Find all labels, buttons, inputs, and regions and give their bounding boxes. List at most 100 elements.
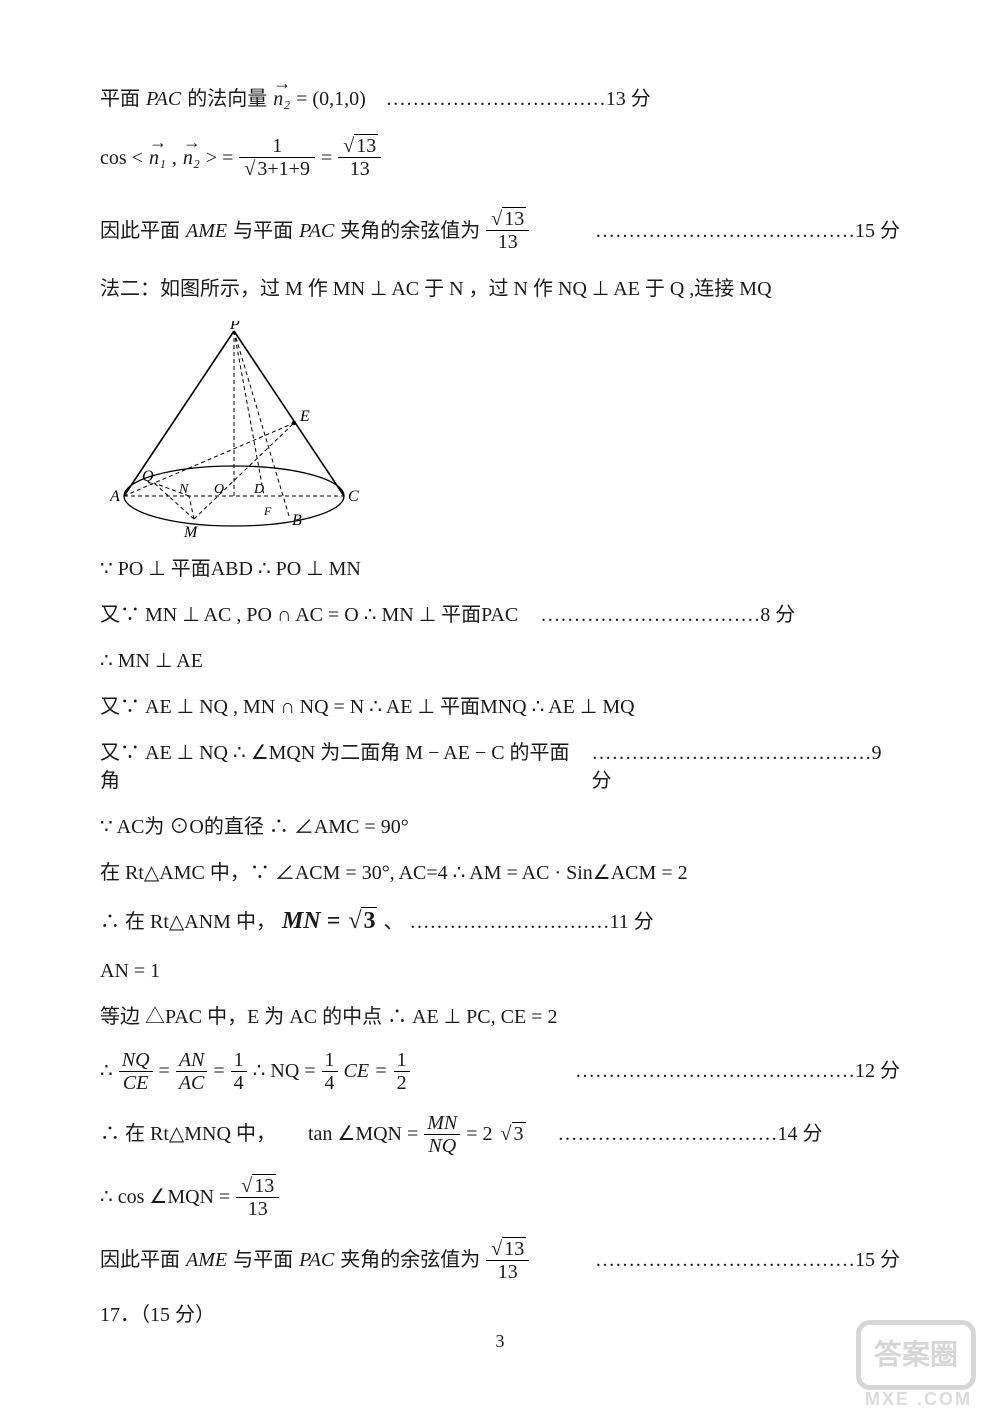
num: MN	[424, 1112, 460, 1135]
line-15: ∴ NQCE = ANAC = 14 ∴ NQ = 14 CE = 12 …………	[100, 1049, 900, 1094]
text: ∴ cos ∠MQN =	[100, 1183, 230, 1211]
sym-ame: AME	[186, 217, 227, 245]
rad: 13	[502, 1237, 526, 1260]
page-number: 3	[0, 1329, 1000, 1354]
rad: 13	[354, 134, 378, 157]
line-13: AN = 1	[100, 957, 900, 985]
num: 13	[486, 1238, 529, 1261]
line-12: ∴ 在 Rt△ANM 中， MN = 3 、 …………………………11 分	[100, 905, 900, 939]
den: 13	[338, 158, 381, 180]
text: =	[213, 1057, 224, 1085]
score-9: ……………………………………9 分	[591, 739, 900, 795]
sym-pac2: PAC	[299, 217, 334, 245]
line-18: 因此平面 AME 与平面 PAC 夹角的余弦值为 1313 ……………………………	[100, 1238, 900, 1283]
text: 又∵ MN ⊥ AC , PO ∩ AC = O ∴ MN ⊥ 平面PAC	[100, 601, 518, 629]
mn-bold: MN =	[282, 905, 340, 939]
vec-n1: n₁	[149, 144, 166, 172]
line-16: ∴ 在 Rt△MNQ 中， tan ∠MQN = MNNQ = 2 3 ……………	[100, 1112, 900, 1157]
text: 因此平面	[100, 217, 180, 245]
den: 4	[231, 1072, 247, 1094]
frac-1: 1 3+1+9	[239, 135, 315, 180]
den: CE	[119, 1072, 153, 1094]
text: tan ∠MQN =	[308, 1120, 418, 1148]
text: = 2	[466, 1120, 492, 1148]
label-A: A	[109, 488, 120, 505]
text: = (0,1,0)	[296, 85, 366, 113]
text: ∴ 在 Rt△ANM 中，	[100, 908, 276, 936]
text: =	[159, 1057, 170, 1085]
den: AC	[176, 1072, 208, 1094]
page: 平面 PAC 的法向量 n₂ = (0,1,0) ……………………………13 分…	[0, 0, 1000, 1414]
line-14: 等边 △PAC 中，E 为 AC 的中点 ∴ AE ⊥ PC, CE = 2	[100, 1003, 900, 1031]
label-P: P	[229, 321, 240, 333]
num: 13	[236, 1175, 279, 1198]
line-10: ∵ AC为 ⊙O的直径 ∴ ∠AMC = 90°	[100, 813, 900, 841]
vec-n2b: n₂	[183, 144, 200, 172]
text: 夹角的余弦值为	[340, 1246, 480, 1274]
rad3: 3	[361, 907, 377, 934]
label-F: F	[263, 504, 272, 518]
den: NQ	[424, 1135, 460, 1157]
num: 13	[486, 208, 529, 231]
score-14: ……………………………14 分	[558, 1120, 823, 1148]
num: 1	[322, 1049, 338, 1072]
text: 因此平面	[100, 1246, 180, 1274]
rad: 13	[502, 207, 526, 230]
watermark-url: MXE .COM	[865, 1387, 972, 1412]
line-3: 因此平面 AME 与平面 PAC 夹角的余弦值为 13 13 …………………………	[100, 208, 900, 253]
num: NQ	[119, 1049, 153, 1072]
label-B: B	[292, 512, 302, 529]
line-9: 又∵ AE ⊥ NQ ∴ ∠MQN 为二面角 M − AE − C 的平面角 ……	[100, 739, 900, 795]
score-15b: …………………………………15 分	[595, 1246, 900, 1274]
text: 、	[383, 908, 403, 936]
text: 与平面	[233, 1246, 293, 1274]
text: 又∵ AE ⊥ NQ ∴ ∠MQN 为二面角 M − AE − C 的平面角	[100, 739, 579, 795]
sym-pac: PAC	[146, 85, 181, 113]
line-4: 法二：如图所示，过 M 作 MN ⊥ AC 于 N ，过 N 作 NQ ⊥ AE…	[100, 275, 900, 303]
label-O: O	[214, 482, 224, 497]
rad3b: 3	[512, 1122, 526, 1145]
den: 13	[236, 1198, 279, 1220]
den: 13	[486, 1261, 529, 1283]
den: 13	[486, 231, 529, 253]
geometry-figure: P E Q A N O D F B C M	[104, 321, 900, 541]
num: 13	[338, 135, 381, 158]
text: > =	[206, 144, 234, 172]
label-N: N	[178, 482, 189, 497]
sym-pac3: PAC	[299, 1246, 334, 1274]
line-11: 在 Rt△AMC 中，∵ ∠ACM = 30°, AC=4 ∴ AM = AC …	[100, 859, 900, 887]
text: ∴ 在 Rt△MNQ 中，	[100, 1120, 276, 1148]
text: ,	[172, 144, 177, 172]
line-17: ∴ cos ∠MQN = 1313	[100, 1175, 900, 1220]
frac-3: 13 13	[486, 208, 529, 253]
label-Q: Q	[142, 468, 154, 485]
rad: 3+1+9	[255, 157, 312, 180]
label-M: M	[183, 524, 199, 541]
den: 4	[322, 1072, 338, 1094]
label-C: C	[348, 488, 359, 505]
text: CE =	[344, 1057, 388, 1085]
line-7: ∴ MN ⊥ AE	[100, 647, 900, 675]
figure-svg: P E Q A N O D F B C M	[104, 321, 364, 541]
score-13: ……………………………13 分	[386, 85, 651, 113]
watermark-badge: 答案圈	[856, 1320, 976, 1390]
den: 3+1+9	[239, 158, 315, 180]
line-6: 又∵ MN ⊥ AC , PO ∩ AC = O ∴ MN ⊥ 平面PAC ………	[100, 601, 900, 629]
num: 1	[394, 1049, 410, 1072]
text: ∴ NQ =	[253, 1057, 316, 1085]
text: =	[321, 144, 332, 172]
rad: 13	[252, 1174, 276, 1197]
score-8: ……………………………8 分	[540, 601, 795, 629]
text: 夹角的余弦值为	[340, 217, 480, 245]
frac-2: 13 13	[338, 135, 381, 180]
num: 1	[231, 1049, 247, 1072]
label-E: E	[299, 408, 310, 425]
text: cos <	[100, 144, 143, 172]
text: ∴	[100, 1057, 113, 1085]
line-5: ∵ PO ⊥ 平面ABD ∴ PO ⊥ MN	[100, 555, 900, 583]
den: 2	[394, 1072, 410, 1094]
line-8: 又∵ AE ⊥ NQ , MN ∩ NQ = N ∴ AE ⊥ 平面MNQ ∴ …	[100, 693, 900, 721]
sym-ame2: AME	[186, 1246, 227, 1274]
text: 平面	[100, 85, 140, 113]
text: 与平面	[233, 217, 293, 245]
